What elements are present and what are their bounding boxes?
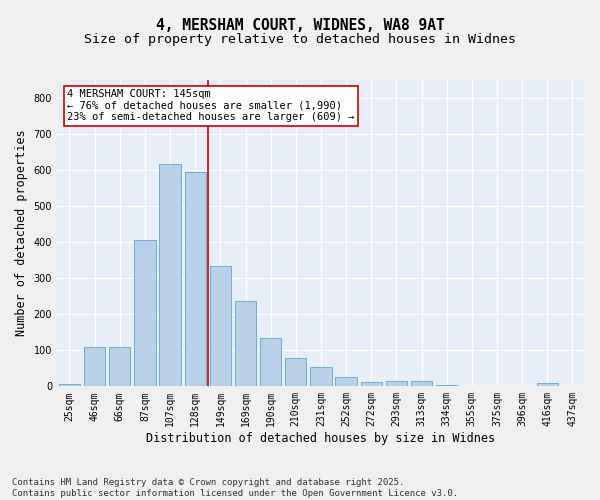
Bar <box>411 381 432 386</box>
Bar <box>235 301 256 386</box>
Bar <box>84 346 106 387</box>
Bar <box>285 358 307 386</box>
Bar <box>185 172 206 386</box>
Bar <box>361 382 382 386</box>
Bar <box>536 384 558 386</box>
Bar <box>134 240 155 386</box>
Bar <box>209 266 231 386</box>
Bar <box>335 378 357 386</box>
Bar <box>260 338 281 386</box>
Bar <box>59 384 80 386</box>
Y-axis label: Number of detached properties: Number of detached properties <box>15 130 28 336</box>
Text: Contains HM Land Registry data © Crown copyright and database right 2025.
Contai: Contains HM Land Registry data © Crown c… <box>12 478 458 498</box>
Bar <box>386 381 407 386</box>
Bar <box>310 366 332 386</box>
Text: 4 MERSHAM COURT: 145sqm
← 76% of detached houses are smaller (1,990)
23% of semi: 4 MERSHAM COURT: 145sqm ← 76% of detache… <box>67 89 355 122</box>
Text: Size of property relative to detached houses in Widnes: Size of property relative to detached ho… <box>84 32 516 46</box>
Text: 4, MERSHAM COURT, WIDNES, WA8 9AT: 4, MERSHAM COURT, WIDNES, WA8 9AT <box>155 18 445 32</box>
Bar <box>109 346 130 387</box>
X-axis label: Distribution of detached houses by size in Widnes: Distribution of detached houses by size … <box>146 432 496 445</box>
Bar <box>160 164 181 386</box>
